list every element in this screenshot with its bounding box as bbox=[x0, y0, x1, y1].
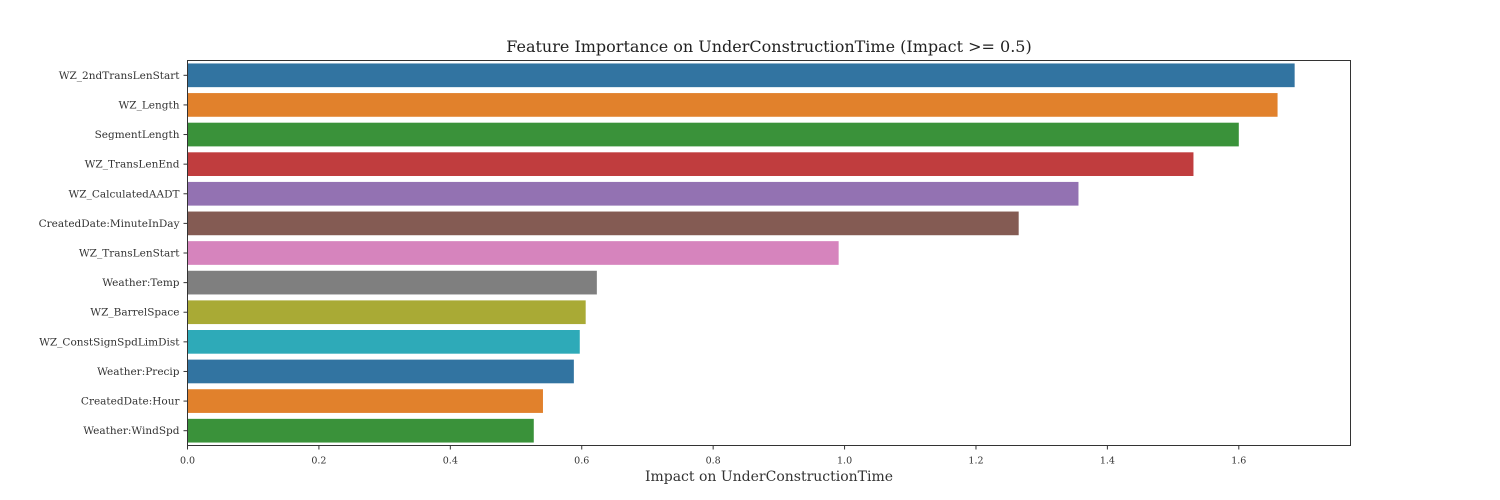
chart-title: Feature Importance on UnderConstructionT… bbox=[506, 37, 1031, 56]
y-tick-label: CreatedDate:Hour bbox=[81, 396, 181, 408]
x-axis-label: Impact on UnderConstructionTime bbox=[645, 469, 893, 485]
bar-3 bbox=[187, 152, 1194, 176]
bar-6 bbox=[187, 241, 839, 265]
bars-group bbox=[187, 63, 1295, 443]
bar-1 bbox=[187, 93, 1278, 117]
x-tick-label: 0.0 bbox=[180, 456, 195, 467]
bar-9 bbox=[187, 330, 580, 354]
y-tick-label: WZ_TransLenEnd bbox=[85, 159, 180, 171]
y-tick-labels: WZ_2ndTransLenStart WZ_Length SegmentLengt… bbox=[39, 70, 188, 437]
y-tick-label: WZ_Length bbox=[119, 99, 180, 111]
y-tick-label: Weather:Precip bbox=[97, 366, 180, 378]
bar-0 bbox=[187, 63, 1295, 88]
x-tick-label: 1.2 bbox=[968, 456, 983, 467]
y-tick-label: WZ_BarrelSpace bbox=[90, 307, 179, 319]
y-tick-label: SegmentLength bbox=[95, 129, 180, 141]
x-tick-label: 0.6 bbox=[574, 456, 589, 467]
x-ticks: 0.0 0.2 0.4 0.6 0.8 1.0 1.2 1.4 1.6 bbox=[180, 445, 1246, 467]
bar-12 bbox=[187, 418, 534, 443]
x-tick-label: 0.2 bbox=[311, 456, 326, 467]
plot-frame bbox=[187, 60, 1351, 446]
y-tick-label: WZ_2ndTransLenStart bbox=[59, 70, 181, 82]
x-tick-label: 1.4 bbox=[1100, 456, 1115, 467]
y-tick-label: CreatedDate:MinuteInDay bbox=[39, 218, 180, 230]
x-tick-label: 1.6 bbox=[1231, 456, 1246, 467]
bar-4 bbox=[187, 181, 1079, 206]
y-tick-label: WZ_ConstSignSpdLimDist bbox=[39, 336, 180, 348]
y-tick-label: WZ_CalculatedAADT bbox=[69, 188, 180, 200]
y-tick-label: WZ_TransLenStart bbox=[79, 248, 180, 260]
x-tick-label: 0.8 bbox=[706, 456, 721, 467]
bar-11 bbox=[187, 389, 543, 413]
bar-8 bbox=[187, 300, 586, 325]
y-tick-label: Weather:WindSpd bbox=[83, 425, 180, 437]
bar-7 bbox=[187, 270, 597, 295]
y-tick-label: Weather:Temp bbox=[102, 277, 180, 289]
bar-2 bbox=[187, 122, 1239, 147]
bar-5 bbox=[187, 211, 1019, 236]
x-tick-label: 0.4 bbox=[443, 456, 458, 467]
x-tick-label: 1.0 bbox=[837, 456, 852, 467]
bar-10 bbox=[187, 359, 574, 384]
